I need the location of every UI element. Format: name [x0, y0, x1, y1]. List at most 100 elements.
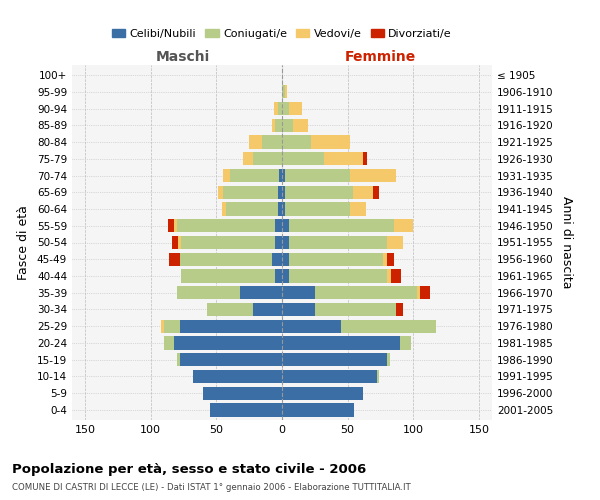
Legend: Celibi/Nubili, Coniugati/e, Vedovi/e, Divorziati/e: Celibi/Nubili, Coniugati/e, Vedovi/e, Di…: [107, 24, 457, 44]
Bar: [353, 186, 373, 199]
Text: COMUNE DI CASTRI DI LECCE (LE) - Dati ISTAT 1° gennaio 2006 - Elaborazione TUTTI: COMUNE DI CASTRI DI LECCE (LE) - Dati IS…: [12, 482, 411, 492]
Bar: [396, 303, 403, 316]
Bar: [289, 236, 387, 249]
Bar: [282, 118, 293, 132]
Bar: [284, 169, 350, 182]
Bar: [282, 219, 289, 232]
Bar: [249, 136, 262, 148]
Bar: [293, 118, 308, 132]
Bar: [282, 236, 289, 249]
Bar: [289, 252, 383, 266]
Bar: [221, 202, 226, 215]
Bar: [203, 386, 282, 400]
Bar: [179, 320, 282, 333]
Bar: [172, 236, 178, 249]
Bar: [275, 118, 282, 132]
Bar: [226, 202, 278, 215]
Bar: [289, 102, 302, 115]
Bar: [240, 286, 282, 300]
Bar: [289, 219, 394, 232]
Y-axis label: Anni di nascita: Anni di nascita: [560, 196, 573, 289]
Bar: [350, 202, 366, 215]
Bar: [175, 336, 282, 349]
Bar: [164, 320, 179, 333]
Bar: [169, 252, 179, 266]
Bar: [282, 252, 289, 266]
Bar: [161, 320, 164, 333]
Bar: [284, 85, 287, 98]
Bar: [341, 320, 436, 333]
Bar: [387, 252, 394, 266]
Bar: [271, 252, 282, 266]
Bar: [315, 286, 417, 300]
Bar: [289, 270, 387, 282]
Bar: [282, 136, 311, 148]
Bar: [282, 386, 364, 400]
Bar: [278, 202, 282, 215]
Bar: [282, 202, 284, 215]
Bar: [253, 152, 282, 166]
Bar: [242, 152, 253, 166]
Bar: [420, 286, 430, 300]
Bar: [175, 219, 177, 232]
Bar: [417, 286, 420, 300]
Bar: [391, 270, 401, 282]
Bar: [223, 169, 229, 182]
Bar: [274, 102, 278, 115]
Bar: [387, 353, 389, 366]
Bar: [177, 353, 179, 366]
Bar: [373, 186, 379, 199]
Bar: [350, 169, 396, 182]
Bar: [271, 118, 275, 132]
Bar: [275, 219, 282, 232]
Bar: [207, 303, 253, 316]
Bar: [282, 169, 284, 182]
Bar: [311, 136, 350, 148]
Bar: [387, 270, 391, 282]
Bar: [282, 404, 354, 416]
Bar: [262, 136, 282, 148]
Bar: [223, 186, 278, 199]
Text: Maschi: Maschi: [156, 50, 211, 64]
Text: Popolazione per età, sesso e stato civile - 2006: Popolazione per età, sesso e stato civil…: [12, 462, 366, 475]
Bar: [282, 152, 324, 166]
Bar: [168, 219, 175, 232]
Bar: [210, 404, 282, 416]
Bar: [177, 286, 240, 300]
Bar: [278, 186, 282, 199]
Bar: [282, 353, 387, 366]
Bar: [282, 270, 289, 282]
Bar: [394, 219, 413, 232]
Bar: [178, 236, 181, 249]
Bar: [181, 236, 275, 249]
Bar: [282, 336, 400, 349]
Bar: [364, 152, 367, 166]
Bar: [282, 320, 341, 333]
Bar: [278, 102, 282, 115]
Bar: [229, 169, 280, 182]
Bar: [275, 270, 282, 282]
Bar: [282, 303, 315, 316]
Bar: [179, 252, 271, 266]
Bar: [282, 286, 315, 300]
Bar: [284, 186, 353, 199]
Bar: [315, 303, 396, 316]
Bar: [284, 202, 350, 215]
Bar: [383, 252, 387, 266]
Y-axis label: Fasce di età: Fasce di età: [17, 205, 30, 280]
Bar: [282, 85, 284, 98]
Bar: [280, 169, 282, 182]
Bar: [164, 336, 175, 349]
Bar: [218, 186, 223, 199]
Bar: [282, 186, 284, 199]
Bar: [193, 370, 282, 383]
Bar: [275, 236, 282, 249]
Bar: [387, 236, 403, 249]
Bar: [177, 219, 275, 232]
Bar: [377, 370, 379, 383]
Text: Femmine: Femmine: [345, 50, 416, 64]
Bar: [400, 336, 410, 349]
Bar: [282, 102, 289, 115]
Bar: [324, 152, 364, 166]
Bar: [253, 303, 282, 316]
